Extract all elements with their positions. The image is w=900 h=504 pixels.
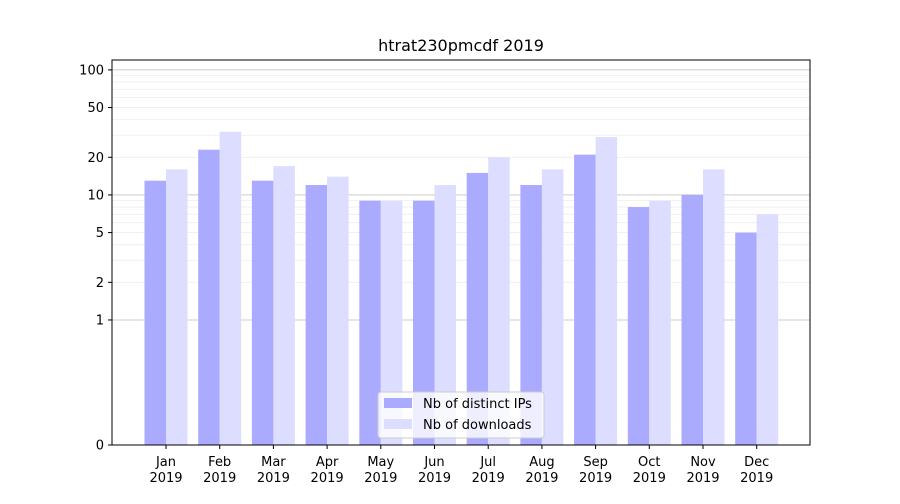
bars [144,131,779,446]
bar-ips [574,154,596,446]
bar-downloads [756,214,779,445]
bar-ips [413,200,435,445]
x-tick-label: Aug 2019 [525,455,558,486]
bar-downloads [327,176,349,445]
bar-ips [359,200,381,445]
x-tick-label: Jul 2019 [472,455,505,486]
x-axis: Jan 2019 Feb 2019 Mar 2019 Apr 2019 May 2019 Jun 20… [149,445,773,486]
bar-ips [466,172,489,445]
bar-downloads [541,169,564,445]
y-tick-label: 5 [96,226,104,241]
chart-title: htrat230pmcdf 2019 [378,36,544,55]
bar-ips [735,232,757,445]
x-tick-label: Feb 2019 [203,455,236,486]
x-tick-label: Nov 2019 [686,455,719,486]
bar-ips [251,180,274,445]
legend-label-ips: Nb of distinct IPs [423,397,532,412]
bar-downloads [219,131,242,445]
x-tick-label: Apr 2019 [311,455,344,486]
bar-downloads [166,169,188,445]
legend-swatch-downloads [384,419,412,429]
x-tick-label: May 2019 [364,455,397,486]
x-tick-label: Mar 2019 [257,455,290,486]
y-tick-label: 2 [96,276,104,291]
bar-downloads [649,200,671,445]
plot-frame [111,59,811,446]
legend: Nb of distinct IPs Nb of downloads [377,391,545,439]
x-tick-label: Dec 2019 [740,455,773,486]
bar-ips [198,149,220,446]
legend-label-downloads: Nb of downloads [423,418,532,433]
bar-downloads [380,200,403,445]
x-tick-label: Oct 2019 [633,455,666,486]
bar-downloads [595,137,618,445]
y-tick-label: 1 [96,313,104,328]
bar-downloads [703,169,725,445]
y-tick-label: 20 [87,151,104,166]
x-tick-label: Sep 2019 [579,455,612,486]
y-tick-label: 100 [79,63,104,78]
y-axis: 0 1 2 5 10 20 50 100 [79,63,112,454]
bar-ips [144,180,166,445]
bar-ips [627,207,650,445]
bar-ips [305,185,328,445]
x-tick-label: Jun 2019 [418,455,451,486]
y-tick-label: 0 [96,439,104,454]
y-tick-label: 50 [87,101,104,116]
bar-downloads [434,185,456,445]
bar-ips [681,194,703,445]
bar-downloads [273,166,295,445]
x-tick-label: Jan 2019 [149,455,182,486]
legend-box [377,391,545,439]
y-tick-label: 10 [87,188,104,203]
legend-swatch-ips [384,398,412,408]
bar-ips [520,185,542,445]
bar-downloads [488,157,510,445]
